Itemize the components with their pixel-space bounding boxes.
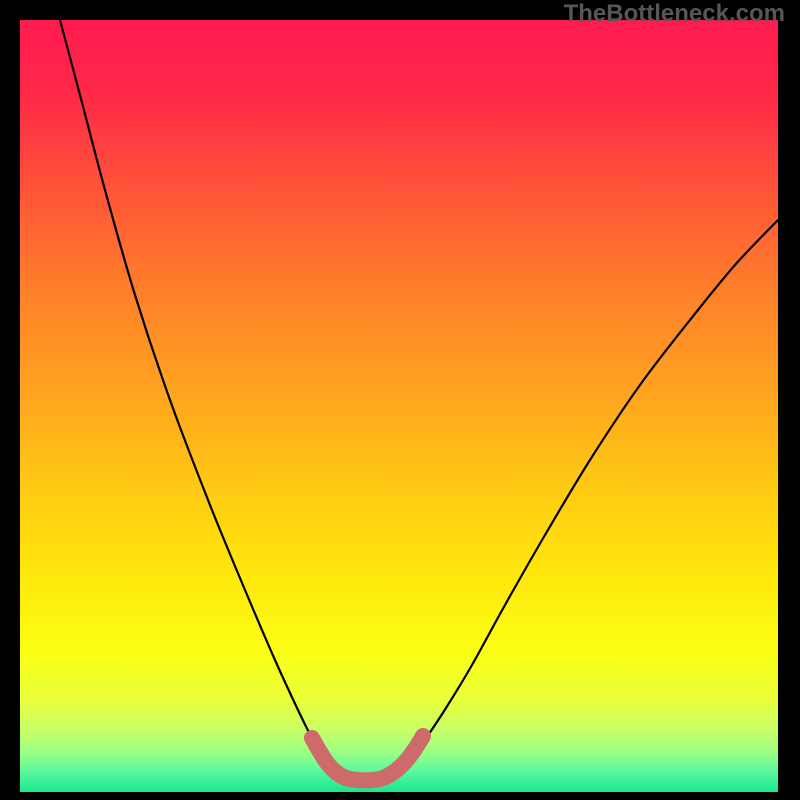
marker-dots-dot <box>407 743 422 758</box>
marker-dots-dot <box>397 756 412 771</box>
watermark-text: TheBottleneck.com <box>564 0 785 28</box>
marker-dots-dot <box>305 731 320 746</box>
marker-dots-dot <box>416 729 431 744</box>
chart-frame <box>20 20 778 792</box>
marker-dots-dot <box>351 773 366 788</box>
bottleneck-curve <box>60 20 778 780</box>
chart-svg <box>20 20 778 792</box>
